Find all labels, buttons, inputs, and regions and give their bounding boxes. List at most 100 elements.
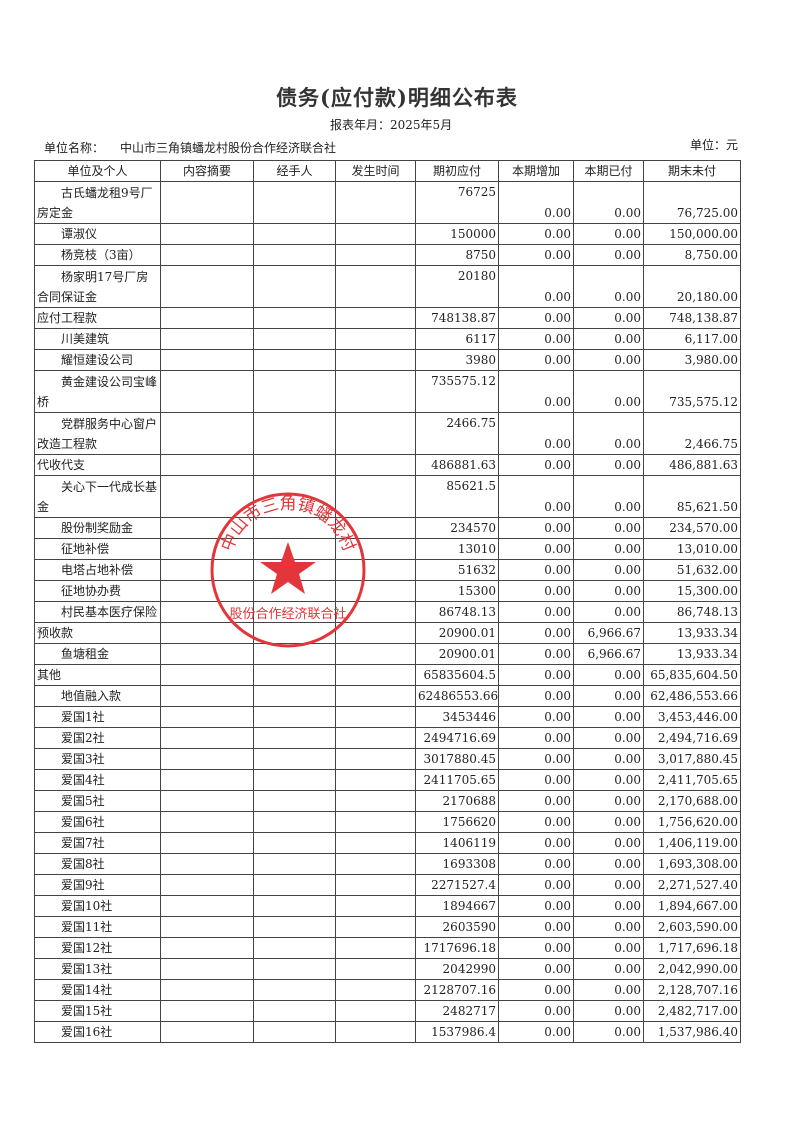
cell-paid: 0.00: [573, 517, 644, 539]
cell-date: [335, 811, 416, 833]
cell-handler: [253, 1021, 336, 1043]
table-row: 爱国4社 2411705.65 0.00 0.00 2,411,705.65: [34, 769, 741, 791]
cell-date: [335, 727, 416, 749]
table-row: 征地补偿 13010 0.00 0.00 13,010.00: [34, 538, 741, 560]
table-row: 鱼塘租金 20900.01 0.00 6,966.67 13,933.34: [34, 643, 741, 665]
cell-opening: 1406119: [415, 832, 499, 854]
cell-paid: 0.00: [573, 223, 644, 245]
cell-summary: [160, 832, 254, 854]
cell-summary: [160, 811, 254, 833]
cell-name: 爱国10社: [34, 895, 161, 917]
cell-name: 关心下一代成长基金: [34, 475, 161, 518]
cell-increase: 0.00: [498, 538, 574, 560]
cell-paid: 0.00: [573, 1021, 644, 1043]
cell-handler: [253, 790, 336, 812]
cell-name: 爱国4社: [34, 769, 161, 791]
cell-handler: [253, 685, 336, 707]
cell-summary: [160, 643, 254, 665]
cell-closing: 1,756,620.00: [643, 811, 741, 833]
cell-handler: [253, 916, 336, 938]
table-row: 征地协办费 15300 0.00 0.00 15,300.00: [34, 580, 741, 602]
cell-closing: 2,042,990.00: [643, 958, 741, 980]
cell-name: 谭淑仪: [34, 223, 161, 245]
cell-name: 电塔占地补偿: [34, 559, 161, 581]
column-header-paid: 本期已付: [573, 160, 644, 182]
table-row: 爱国8社 1693308 0.00 0.00 1,693,308.00: [34, 853, 741, 875]
unit-value: 中山市三角镇蟠龙村股份合作经济联合社: [120, 141, 337, 155]
table-row: 关心下一代成长基金 85621.5 0.00 0.00 85,621.50: [34, 475, 741, 518]
cell-date: [335, 916, 416, 938]
cell-date: [335, 706, 416, 728]
unit-label: 单位名称：: [44, 141, 105, 155]
cell-closing: 2,482,717.00: [643, 1000, 741, 1022]
cell-paid: 0.00: [573, 727, 644, 749]
cell-opening: 86748.13: [415, 601, 499, 623]
cell-handler: [253, 748, 336, 770]
cell-summary: [160, 559, 254, 581]
table-row: 村民基本医疗保险 86748.13 0.00 0.00 86,748.13: [34, 601, 741, 623]
cell-closing: 51,632.00: [643, 559, 741, 581]
cell-date: [335, 307, 416, 329]
cell-opening: 62486553.66: [415, 685, 499, 707]
cell-summary: [160, 181, 254, 224]
cell-increase: 0.00: [498, 811, 574, 833]
cell-paid: 0.00: [573, 1000, 644, 1022]
cell-name: 耀恒建设公司: [34, 349, 161, 371]
cell-paid: 0.00: [573, 580, 644, 602]
table-row: 股份制奖励金 234570 0.00 0.00 234,570.00: [34, 517, 741, 539]
cell-summary: [160, 538, 254, 560]
table-row: 爱国12社 1717696.18 0.00 0.00 1,717,696.18: [34, 937, 741, 959]
cell-opening: 1693308: [415, 853, 499, 875]
cell-handler: [253, 307, 336, 329]
unit-name: 单位名称： 中山市三角镇蟠龙村股份合作经济联合社: [44, 139, 352, 156]
cell-name: 村民基本医疗保险: [34, 601, 161, 623]
cell-increase: 0.00: [498, 181, 574, 224]
table-row: 爱国2社 2494716.69 0.00 0.00 2,494,716.69: [34, 727, 741, 749]
cell-summary: [160, 1021, 254, 1043]
cell-closing: 1,894,667.00: [643, 895, 741, 917]
cell-opening: 1537986.4: [415, 1021, 499, 1043]
cell-name: 爱国5社: [34, 790, 161, 812]
cell-date: [335, 748, 416, 770]
cell-increase: 0.00: [498, 328, 574, 350]
cell-opening: 234570: [415, 517, 499, 539]
cell-handler: [253, 1000, 336, 1022]
cell-name: 代收代支: [34, 454, 161, 476]
cell-closing: 3,017,880.45: [643, 748, 741, 770]
report-period: 报表年月：2025年5月: [330, 116, 452, 133]
cell-increase: 0.00: [498, 349, 574, 371]
cell-opening: 2482717: [415, 1000, 499, 1022]
cell-summary: [160, 937, 254, 959]
cell-name: 征地协办费: [34, 580, 161, 602]
cell-summary: [160, 1000, 254, 1022]
cell-opening: 1894667: [415, 895, 499, 917]
cell-summary: [160, 769, 254, 791]
column-header-name: 单位及个人: [34, 160, 161, 182]
cell-opening: 735575.12: [415, 370, 499, 413]
cell-handler: [253, 706, 336, 728]
cell-paid: 0.00: [573, 328, 644, 350]
cell-increase: 0.00: [498, 370, 574, 413]
cell-summary: [160, 727, 254, 749]
cell-increase: 0.00: [498, 412, 574, 455]
table-row: 爱国1社 3453446 0.00 0.00 3,453,446.00: [34, 706, 741, 728]
cell-handler: [253, 811, 336, 833]
cell-handler: [253, 559, 336, 581]
cell-handler: [253, 874, 336, 896]
cell-handler: [253, 601, 336, 623]
cell-increase: 0.00: [498, 454, 574, 476]
cell-name: 川美建筑: [34, 328, 161, 350]
cell-paid: 0.00: [573, 937, 644, 959]
table-row: 古氏蟠龙租9号厂房定金 76725 0.00 0.00 76,725.00: [34, 181, 741, 224]
cell-name: 爱国9社: [34, 874, 161, 896]
table-row: 杨家明17号厂房合同保证金 20180 0.00 0.00 20,180.00: [34, 265, 741, 308]
cell-increase: 0.00: [498, 706, 574, 728]
cell-summary: [160, 307, 254, 329]
cell-handler: [253, 895, 336, 917]
cell-closing: 8,750.00: [643, 244, 741, 266]
cell-summary: [160, 895, 254, 917]
table-row: 爱国7社 1406119 0.00 0.00 1,406,119.00: [34, 832, 741, 854]
column-header-closing: 期末未付: [643, 160, 741, 182]
cell-paid: 0.00: [573, 181, 644, 224]
cell-closing: 65,835,604.50: [643, 664, 741, 686]
